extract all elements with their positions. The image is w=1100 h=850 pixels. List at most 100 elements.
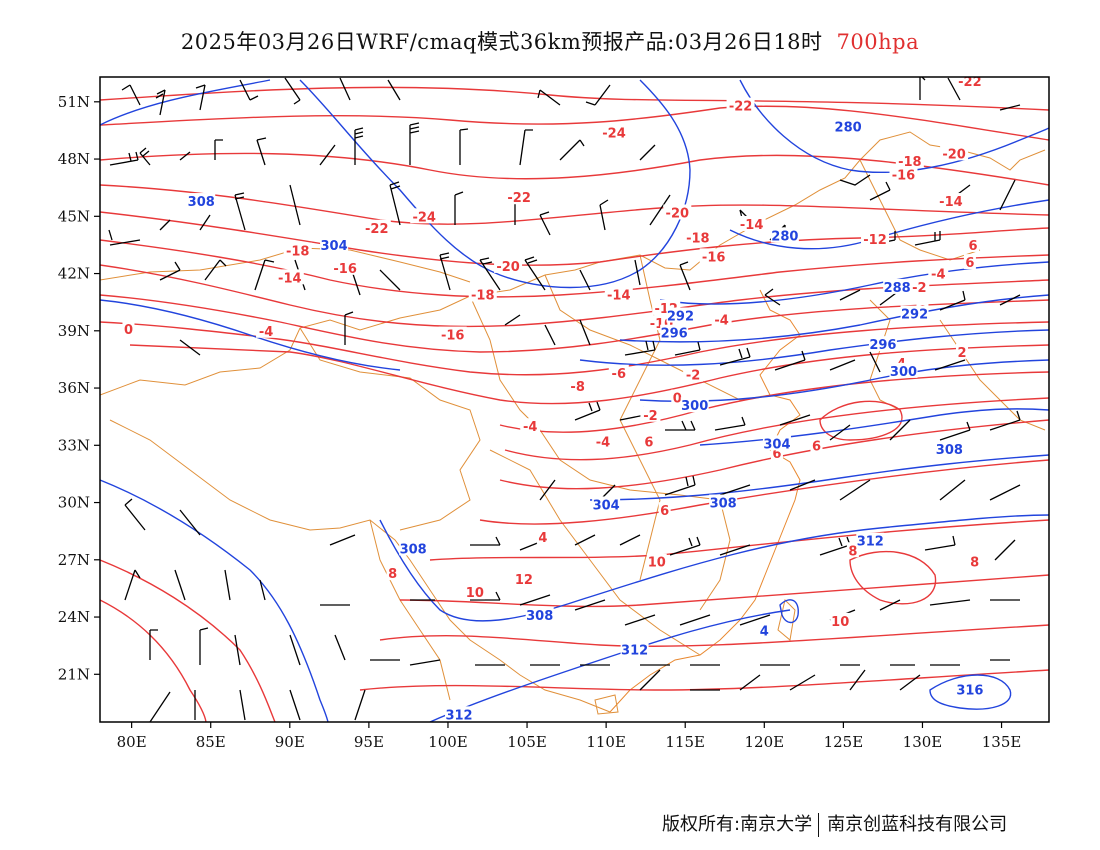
lon-tick-label: 90E bbox=[275, 733, 305, 751]
temperature-label: 0 bbox=[124, 323, 133, 338]
geopotential-label: 316 bbox=[956, 684, 983, 699]
geopotential-label-bg bbox=[834, 118, 863, 134]
geopotential-label-bg bbox=[770, 227, 799, 243]
geopotential-label: 308 bbox=[936, 443, 963, 458]
korea-line bbox=[869, 299, 901, 411]
temperature-label: -14 bbox=[607, 289, 631, 304]
temperature-label-bg bbox=[683, 229, 712, 245]
geopotential-label-bg bbox=[680, 397, 709, 413]
geopotential-label: 304 bbox=[593, 498, 620, 513]
geopotential-label: 308 bbox=[710, 497, 737, 512]
temperature-label: 4 bbox=[538, 531, 547, 546]
temperature-label: -18 bbox=[471, 289, 495, 304]
lon-tick-label: 100E bbox=[428, 733, 468, 751]
temperature-label: -22 bbox=[958, 75, 982, 90]
lat-tick-label: 45N bbox=[58, 207, 90, 225]
geopotential-label: 312 bbox=[621, 643, 648, 658]
temperature-label-bg bbox=[464, 584, 485, 600]
temperature-label: -4 bbox=[523, 420, 537, 435]
temperature-label-bg bbox=[909, 278, 930, 294]
temperature-label-bg bbox=[955, 77, 984, 88]
geopotential-label: 296 bbox=[661, 327, 688, 342]
geopotential-label: 292 bbox=[667, 310, 694, 325]
province-line bbox=[299, 327, 481, 531]
temperature-label-bg bbox=[830, 612, 851, 628]
lon-tick-label: 105E bbox=[507, 733, 547, 751]
geopotential-label-bg bbox=[935, 441, 964, 457]
lon-tick-label: 115E bbox=[665, 733, 705, 751]
temperature-label-bg bbox=[956, 343, 969, 359]
temperature-label: -24 bbox=[412, 210, 436, 225]
temperature-label-bg bbox=[331, 259, 360, 275]
hainan-line bbox=[594, 694, 619, 715]
temperature-label: 8 bbox=[970, 556, 979, 571]
wind-barbs bbox=[108, 77, 1021, 722]
geopotential-label: 308 bbox=[400, 542, 427, 557]
temperature-contours bbox=[100, 86, 1049, 722]
temperature-label: 6 bbox=[644, 435, 653, 450]
temperature-label: -12 bbox=[863, 233, 887, 248]
temperature-label-bg bbox=[640, 406, 661, 422]
temperature-label-bg bbox=[256, 322, 277, 338]
geopotential-label-bg bbox=[525, 607, 554, 623]
temperature-label: -18 bbox=[898, 155, 922, 170]
geopotential-label: 300 bbox=[681, 399, 708, 414]
temperature-label-bg bbox=[536, 528, 549, 544]
temperature-label: -18 bbox=[286, 245, 310, 260]
temperature-label: 6 bbox=[772, 447, 781, 462]
lon-tick-label: 130E bbox=[903, 733, 943, 751]
plot-area bbox=[100, 77, 1049, 722]
geopotential-label: 292 bbox=[901, 308, 928, 323]
temperature-label: -2 bbox=[643, 409, 657, 424]
temperature-label: -2 bbox=[686, 369, 700, 384]
geopotential-label: 296 bbox=[869, 338, 896, 353]
temperature-label-bg bbox=[438, 326, 467, 342]
geopotential-label-bg bbox=[856, 532, 885, 548]
temperature-label: 6 bbox=[812, 439, 821, 454]
temperature-label-bg bbox=[968, 553, 981, 569]
temperature-label: 6 bbox=[965, 256, 974, 271]
temperature-label-bg bbox=[967, 236, 980, 252]
temperature-label: 10 bbox=[648, 556, 666, 571]
temperature-label: -4 bbox=[259, 325, 273, 340]
temperature-label-bg bbox=[283, 242, 312, 258]
temperature-label: -4 bbox=[596, 435, 610, 450]
taiwan-line bbox=[777, 599, 796, 641]
geopotential-label-bg bbox=[868, 336, 897, 352]
temperature-label: -14 bbox=[939, 195, 963, 210]
geopotential-label: 312 bbox=[445, 708, 472, 723]
geopotential-label-bg bbox=[889, 362, 918, 378]
map-title: 2025年03月26日WRF/cmaq模式36km预报产品:03月26日18时 7… bbox=[0, 26, 1100, 56]
temperature-label: -14 bbox=[740, 218, 764, 233]
temperature-label-bg bbox=[963, 254, 976, 270]
lat-tick-label: 27N bbox=[58, 551, 90, 569]
temperature-label-bg bbox=[386, 565, 399, 581]
temperature-label-bg bbox=[646, 553, 667, 569]
temperature-label-bg bbox=[410, 208, 439, 224]
temperature-label-bg bbox=[592, 433, 613, 449]
temperature-label: -14 bbox=[278, 271, 302, 286]
temperature-label: -16 bbox=[892, 168, 916, 183]
temperature-label: -4 bbox=[931, 268, 945, 283]
geopotential-label-bg bbox=[900, 305, 929, 321]
temperature-label-bg bbox=[940, 145, 969, 161]
temperature-label: 8 bbox=[848, 544, 857, 559]
geopotential-label: 308 bbox=[188, 195, 215, 210]
temperature-label-bg bbox=[936, 193, 965, 209]
temperature-label-bg bbox=[122, 320, 135, 336]
temperature-label: 6 bbox=[660, 504, 669, 519]
lon-tick-label: 80E bbox=[117, 733, 147, 751]
boundary-lines bbox=[100, 131, 1046, 715]
lon-tick-label: 110E bbox=[586, 733, 626, 751]
temperature-label: 10 bbox=[831, 615, 849, 630]
geopotential-label: 304 bbox=[321, 239, 348, 254]
geopotential-label-bg bbox=[660, 324, 689, 340]
credit-left: 版权所有:南京大学 bbox=[662, 814, 813, 835]
south-border-line bbox=[369, 519, 451, 701]
temperature-label-bg bbox=[362, 219, 391, 235]
title-level: 700hpa bbox=[836, 30, 920, 54]
copyright-credit: 版权所有:南京大学 南京创蓝科技有限公司 bbox=[662, 810, 1007, 837]
geopotential-label-bg bbox=[762, 435, 791, 451]
